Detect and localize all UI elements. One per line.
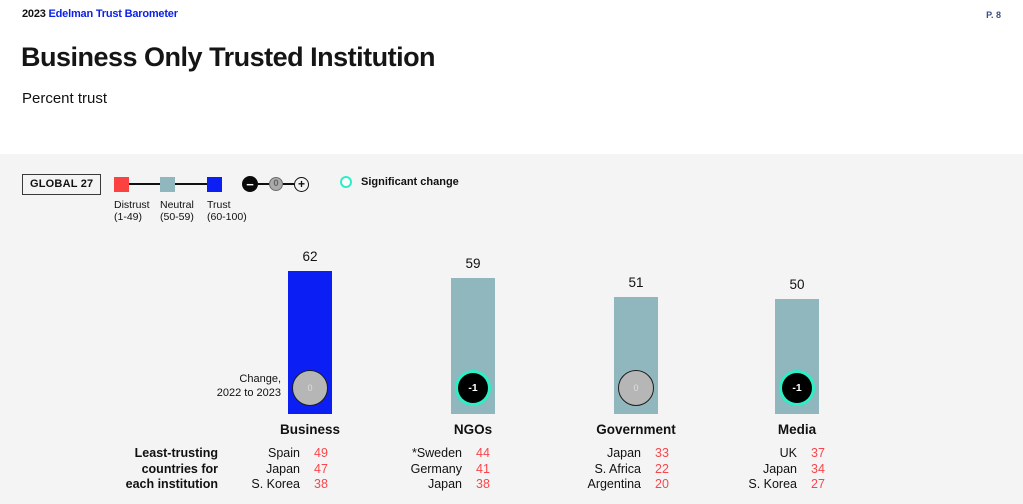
- bar-group-media: 50 -1 Media: [775, 230, 819, 437]
- least-trusting-column-business: Spain 49 Japan 47 S. Korea 38: [200, 446, 344, 493]
- change-badge-significant: -1: [782, 373, 812, 403]
- table-row: S. Korea 38: [200, 477, 344, 493]
- bar-value: 62: [302, 249, 318, 265]
- change-note-line: Change,: [239, 373, 281, 385]
- page-title: Business Only Trusted Institution: [21, 42, 436, 72]
- scale-item-neutral: Neutral (50-59): [160, 177, 212, 223]
- scale-range: (60-100): [207, 211, 247, 223]
- country-name: Spain: [268, 446, 300, 460]
- significant-change-legend: Significant change: [340, 176, 459, 188]
- change-badge: 0: [292, 370, 328, 406]
- bar-media: -1: [775, 299, 819, 414]
- country-name: Japan: [265, 461, 300, 476]
- bar-group-government: 51 0 Government: [596, 230, 676, 437]
- least-trusting-heading: Least-trusting countries for each instit…: [60, 446, 218, 493]
- legend-connector-line: [283, 183, 294, 185]
- country-name: *Sweden: [411, 446, 462, 460]
- country-name: Japan: [606, 446, 641, 460]
- page-subtitle: Percent trust: [22, 90, 108, 107]
- country-value: 41: [476, 461, 490, 476]
- bar-label-government: Government: [596, 422, 676, 437]
- bar-label-ngos: NGOs: [453, 422, 493, 437]
- country-value: 37: [811, 446, 825, 460]
- country-value: 49: [314, 446, 328, 460]
- least-trusting-column-government: Japan 33 S. Africa 22 Argentina 20: [541, 446, 685, 493]
- page-number: P. 8: [986, 10, 1001, 20]
- country-value: 20: [655, 477, 669, 491]
- trust-scale-legend: Distrust (1-49) Neutral (50-59) Trust (6…: [114, 177, 247, 237]
- country-name: Germany: [410, 461, 462, 476]
- country-name: Argentina: [587, 477, 641, 491]
- table-row: Argentina 20: [541, 477, 685, 493]
- zero-change-icon: 0: [269, 177, 283, 191]
- heading-line: countries for: [141, 461, 218, 476]
- country-value: 38: [476, 477, 490, 491]
- country-value: 34: [811, 461, 825, 476]
- minus-change-icon: −: [242, 176, 258, 192]
- bar-value: 59: [465, 256, 481, 272]
- country-value: 27: [811, 477, 825, 491]
- report-brand-name: Edelman Trust Barometer: [48, 8, 178, 20]
- bar-value: 51: [628, 274, 644, 290]
- table-row: Germany 41: [362, 462, 506, 478]
- table-row: Japan 33: [541, 446, 685, 462]
- change-badge-significant: -1: [458, 373, 488, 403]
- table-row: Japan 38: [362, 477, 506, 493]
- change-note-line: 2022 to 2023: [216, 386, 281, 399]
- change-note: Change, 2022 to 2023: [217, 373, 281, 400]
- report-brand: 2023 Edelman Trust Barometer: [22, 8, 178, 20]
- least-trusting-column-media: UK 37 Japan 34 S. Korea 27: [697, 446, 841, 493]
- table-row: S. Africa 22: [541, 462, 685, 478]
- scale-item-distrust: Distrust (1-49): [114, 177, 166, 223]
- distrust-swatch-icon: [114, 177, 129, 192]
- country-name: Japan: [762, 461, 797, 476]
- heading-line: Least-trusting: [134, 446, 218, 460]
- table-row: Spain 49: [200, 446, 344, 462]
- scope-badge: GLOBAL 27: [22, 174, 102, 195]
- country-name: S. Korea: [251, 477, 300, 491]
- neutral-swatch-icon: [160, 177, 175, 192]
- bar-government: 0: [614, 296, 658, 414]
- scale-label: Trust: [207, 199, 231, 211]
- bar-ngos: -1: [451, 278, 495, 414]
- heading-line: each institution: [125, 477, 218, 491]
- bar-group-business: 62 0 Business: [280, 230, 340, 437]
- scale-range: (1-49): [114, 211, 143, 223]
- scale-label: Neutral: [160, 199, 194, 211]
- country-name: UK: [779, 446, 797, 460]
- bar-value: 50: [789, 277, 805, 292]
- least-trusting-column-ngos: *Sweden 44 Germany 41 Japan 38: [362, 446, 506, 493]
- change-indicator-legend: − 0 +: [242, 176, 309, 192]
- report-year: 2023: [22, 8, 46, 20]
- bar-label-media: Media: [777, 422, 817, 437]
- significant-change-ring-icon: [340, 176, 352, 188]
- bar-label-business: Business: [279, 422, 341, 437]
- legend-connector-line: [258, 183, 269, 185]
- plus-change-icon: +: [294, 176, 309, 192]
- country-value: 44: [476, 446, 490, 460]
- country-value: 33: [655, 446, 669, 460]
- scale-range: (50-59): [160, 211, 194, 223]
- country-value: 38: [314, 477, 328, 491]
- significant-change-label: Significant change: [361, 176, 459, 188]
- table-row: Japan 47: [200, 462, 344, 478]
- scale-label: Distrust: [114, 199, 150, 211]
- table-row: *Sweden 44: [362, 446, 506, 462]
- change-badge: 0: [618, 370, 654, 406]
- scale-item-trust: Trust (60-100): [207, 177, 259, 223]
- trust-swatch-icon: [207, 177, 222, 192]
- country-value: 47: [314, 461, 328, 476]
- table-row: UK 37: [697, 446, 841, 462]
- bar-business: 0: [288, 271, 332, 414]
- bar-group-ngos: 59 -1 NGOs: [451, 230, 495, 437]
- chart-panel: GLOBAL 27 Distrust (1-49) Neutral (50-59…: [0, 154, 1023, 504]
- country-name: S. Korea: [748, 477, 797, 491]
- table-row: Japan 34: [697, 462, 841, 478]
- table-row: S. Korea 27: [697, 477, 841, 493]
- country-name: S. Africa: [594, 461, 641, 476]
- country-value: 22: [655, 461, 669, 476]
- country-name: Japan: [427, 477, 462, 491]
